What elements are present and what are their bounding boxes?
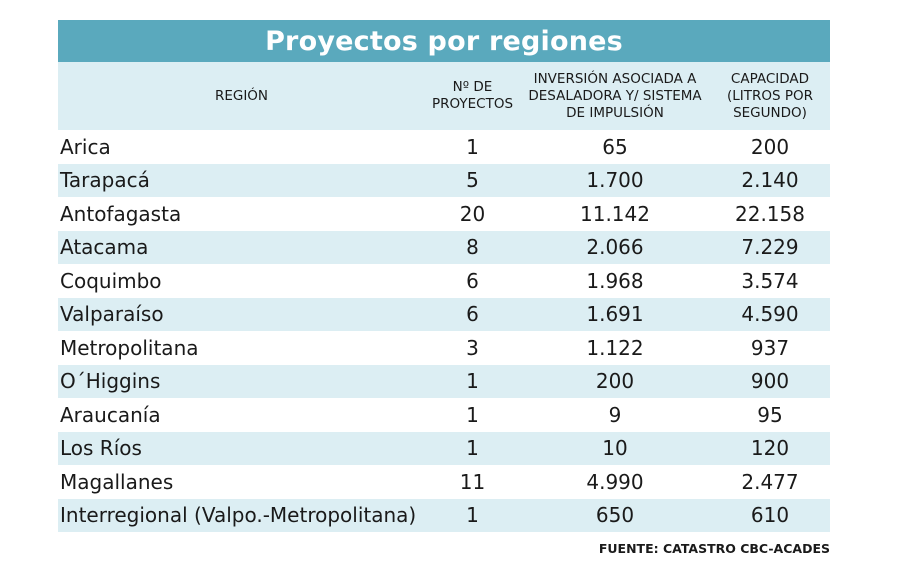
cell-capacity: 7.229 — [741, 235, 799, 260]
cell-investment: 650 — [595, 503, 635, 528]
cell-investment: 1.122 — [586, 335, 644, 360]
cell-region: Antofagasta — [60, 201, 182, 226]
cell-capacity: 2.477 — [741, 469, 799, 494]
cell-investment: 65 — [602, 134, 628, 159]
header-capacity: CAPACIDAD (LITROS POR SEGUNDO) — [726, 70, 814, 121]
source-note: FUENTE: CATASTRO CBC-ACADES — [598, 541, 830, 556]
table-row: Valparaíso 6 1.691 4.590 — [58, 297, 830, 331]
cell-projects: 3 — [466, 335, 479, 360]
cell-capacity: 900 — [750, 369, 790, 394]
cell-projects: 1 — [466, 369, 479, 394]
cell-region: O´Higgins — [60, 369, 161, 394]
table-row: Interregional (Valpo.-Metropolitana) 1 650… — [58, 498, 830, 532]
cell-investment: 1.700 — [586, 168, 644, 193]
cell-region: Interregional (Valpo.-Metropolitana) — [60, 503, 417, 528]
cell-projects: 6 — [466, 268, 479, 293]
cell-capacity: 3.574 — [741, 268, 799, 293]
cell-region: Tarapacá — [60, 168, 150, 193]
table-row: Antofagasta 20 11.142 22.158 — [58, 197, 830, 231]
table-row: Tarapacá 5 1.700 2.140 — [58, 163, 830, 197]
cell-projects: 6 — [466, 302, 479, 327]
cell-region: Atacama — [60, 235, 149, 260]
table-row: Araucanía 1 9 95 — [58, 398, 830, 432]
table-row: Atacama 8 2.066 7.229 — [58, 230, 830, 264]
cell-investment: 4.990 — [586, 469, 644, 494]
table-row: O´Higgins 1 200 900 — [58, 364, 830, 398]
projects-table: Proyectos por regiones REGIÓN Nº DE PROY… — [58, 20, 830, 532]
cell-region: Magallanes — [60, 469, 174, 494]
cell-projects: 5 — [466, 168, 479, 193]
cell-investment: 2.066 — [586, 235, 644, 260]
cell-region: Araucanía — [60, 402, 161, 427]
cell-capacity: 937 — [750, 335, 790, 360]
cell-capacity: 610 — [750, 503, 790, 528]
cell-projects: 11 — [459, 469, 486, 494]
cell-investment: 200 — [595, 369, 635, 394]
cell-investment: 11.142 — [580, 201, 650, 226]
cell-region: Los Ríos — [60, 436, 142, 461]
header-investment: INVERSIÓN ASOCIADA A DESALADORA Y/ SISTE… — [528, 70, 702, 121]
table-header-row: REGIÓN Nº DE PROYECTOS INVERSIÓN ASOCIAD… — [58, 62, 830, 130]
cell-capacity: 95 — [757, 402, 783, 427]
cell-region: Valparaíso — [60, 302, 164, 327]
table-row: Coquimbo 6 1.968 3.574 — [58, 264, 830, 298]
table-row: Los Ríos 1 10 120 — [58, 431, 830, 465]
cell-capacity: 2.140 — [741, 168, 799, 193]
table-title-bar: Proyectos por regiones — [58, 20, 830, 62]
cell-region: Metropolitana — [60, 335, 199, 360]
cell-capacity: 22.158 — [735, 201, 805, 226]
table-row: Metropolitana 3 1.122 937 — [58, 331, 830, 365]
cell-projects: 1 — [466, 503, 479, 528]
table-row: Arica 1 65 200 — [58, 130, 830, 164]
cell-projects: 1 — [466, 134, 479, 159]
cell-projects: 8 — [466, 235, 479, 260]
table-row: Magallanes 11 4.990 2.477 — [58, 465, 830, 499]
cell-region: Coquimbo — [60, 268, 162, 293]
cell-region: Arica — [60, 134, 111, 159]
cell-projects: 1 — [466, 402, 479, 427]
table-body: Arica 1 65 200 Tarapacá 5 1.700 2.140 Antofagast… — [58, 130, 830, 532]
cell-investment: 9 — [608, 402, 622, 427]
cell-capacity: 200 — [750, 134, 790, 159]
cell-capacity: 4.590 — [741, 302, 799, 327]
cell-projects: 1 — [466, 436, 479, 461]
cell-projects: 20 — [459, 201, 486, 226]
header-projects: Nº DE PROYECTOS — [431, 79, 514, 112]
cell-capacity: 120 — [750, 436, 790, 461]
cell-investment: 1.691 — [586, 302, 644, 327]
header-region: REGIÓN — [214, 87, 269, 104]
cell-investment: 1.968 — [586, 268, 644, 293]
cell-investment: 10 — [602, 436, 628, 461]
table-title: Proyectos por regiones — [265, 25, 623, 57]
